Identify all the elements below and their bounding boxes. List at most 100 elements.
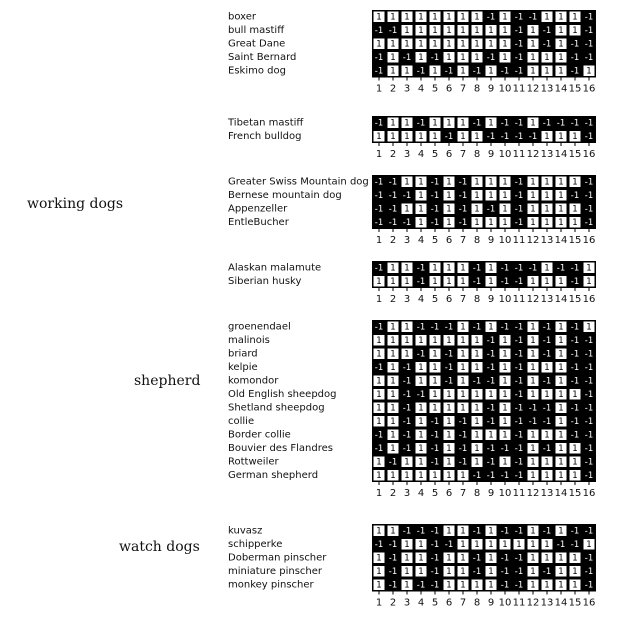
cell-value: 1 <box>572 567 577 577</box>
cell-value: 1 <box>418 26 423 36</box>
cell-value: -1 <box>375 191 383 201</box>
cell-value: 1 <box>390 527 395 537</box>
cell-value: -1 <box>585 444 593 454</box>
cell-value: -1 <box>515 554 523 564</box>
breed-label: Shetland sheepdog <box>228 403 325 414</box>
cell-value: -1 <box>515 26 523 36</box>
cell-value: 1 <box>404 264 409 274</box>
cell-value: -1 <box>515 581 523 591</box>
cell-value: -1 <box>389 26 397 36</box>
cell-value: 1 <box>502 26 507 36</box>
cell-value: -1 <box>557 264 565 274</box>
cell-value: 1 <box>460 277 465 287</box>
cell-value: 1 <box>558 417 563 427</box>
cell-value: -1 <box>389 191 397 201</box>
cell-value: 1 <box>446 444 451 454</box>
cell-value: 1 <box>376 336 381 346</box>
cell-value: 1 <box>530 581 535 591</box>
cell-value: -1 <box>515 13 523 23</box>
x-tick-label: 9 <box>488 598 494 609</box>
cell-value: -1 <box>543 377 551 387</box>
cell-value: -1 <box>543 336 551 346</box>
cell-value: -1 <box>571 527 579 537</box>
cell-value: -1 <box>389 218 397 228</box>
cell-value: -1 <box>445 323 453 333</box>
cell-value: 1 <box>446 527 451 537</box>
cell-value: 1 <box>460 323 465 333</box>
cell-value: -1 <box>543 323 551 333</box>
cell-value: 1 <box>404 205 409 215</box>
cell-value: -1 <box>431 554 439 564</box>
cell-value: 1 <box>390 417 395 427</box>
cell-value: 1 <box>446 554 451 564</box>
cell-value: 1 <box>502 218 507 228</box>
cell-value: 1 <box>432 119 437 129</box>
cell-value: -1 <box>375 264 383 274</box>
cell-value: 1 <box>390 13 395 23</box>
cell-value: 1 <box>404 554 409 564</box>
cell-value: -1 <box>431 205 439 215</box>
cell-value: -1 <box>473 277 481 287</box>
cell-value: 1 <box>432 264 437 274</box>
x-tick-label: 7 <box>460 84 466 95</box>
cell-value: -1 <box>389 205 397 215</box>
code-block: Tibetan mastiff -1 1 1 -1 1 1 1 -1 1 -1 -1 1 -1 -1 -1 -1… <box>227 116 596 160</box>
cell-value: -1 <box>571 350 579 360</box>
cell-value: 1 <box>390 471 395 481</box>
breed-label: Eskimo dog <box>228 66 286 77</box>
cell-value: 1 <box>432 67 437 77</box>
cell-value: 1 <box>544 540 549 550</box>
cell-value: -1 <box>501 581 509 591</box>
breed-label: Bernese mountain dog <box>228 190 342 201</box>
cell-value: -1 <box>515 205 523 215</box>
cell-value: 1 <box>376 13 381 23</box>
cell-value: 1 <box>418 458 423 468</box>
x-tick-label: 13 <box>541 84 554 95</box>
x-tick-label: 3 <box>404 235 410 246</box>
x-tick-label: 3 <box>404 488 410 499</box>
cell-value: 1 <box>460 581 465 591</box>
cell-value: 1 <box>530 336 535 346</box>
x-tick-label: 5 <box>432 84 438 95</box>
cell-value: -1 <box>515 178 523 188</box>
cell-value: 1 <box>530 40 535 50</box>
cell-value: -1 <box>431 581 439 591</box>
cell-value: -1 <box>501 471 509 481</box>
cell-value: 1 <box>530 458 535 468</box>
x-tick-label: 7 <box>460 149 466 160</box>
cell-value: 1 <box>376 417 381 427</box>
cell-value: -1 <box>375 178 383 188</box>
cell-value: 1 <box>502 191 507 201</box>
cell-value: 1 <box>446 471 451 481</box>
x-tick-label: 9 <box>488 294 494 305</box>
cell-value: 1 <box>530 218 535 228</box>
x-tick-label: 15 <box>569 84 582 95</box>
cell-value: 1 <box>390 277 395 287</box>
cell-value: 1 <box>572 581 577 591</box>
cell-value: -1 <box>389 540 397 550</box>
cell-value: -1 <box>585 119 593 129</box>
cell-value: -1 <box>445 350 453 360</box>
cell-value: 1 <box>488 527 493 537</box>
cell-value: 1 <box>572 218 577 228</box>
cell-value: 1 <box>460 567 465 577</box>
breed-label: collie <box>228 416 254 427</box>
x-tick-label: 3 <box>404 294 410 305</box>
cell-value: -1 <box>501 554 509 564</box>
cell-value: -1 <box>515 40 523 50</box>
x-tick-label: 2 <box>390 149 396 160</box>
x-tick-label: 8 <box>474 84 480 95</box>
cell-value: -1 <box>403 417 411 427</box>
cell-value: -1 <box>571 67 579 77</box>
cell-value: -1 <box>375 363 383 373</box>
cell-value: -1 <box>431 218 439 228</box>
cell-value: -1 <box>571 323 579 333</box>
cell-value: -1 <box>459 178 467 188</box>
x-tick-label: 12 <box>527 235 540 246</box>
breed-label: schipperke <box>228 539 282 550</box>
cell-value: -1 <box>473 264 481 274</box>
cell-value: -1 <box>571 417 579 427</box>
cell-value: 1 <box>418 363 423 373</box>
cell-value: 1 <box>544 132 549 142</box>
